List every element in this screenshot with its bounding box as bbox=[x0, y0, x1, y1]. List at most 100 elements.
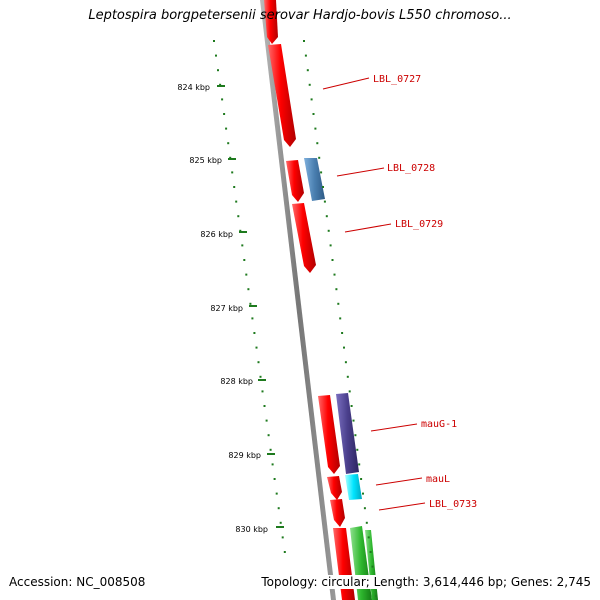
leader-line bbox=[336, 167, 385, 177]
gene-label-lbl-0728[interactable]: LBL_0728 bbox=[387, 163, 435, 174]
minor-tick bbox=[239, 229, 242, 232]
minor-tick bbox=[329, 244, 332, 247]
minor-tick bbox=[249, 302, 252, 305]
kbp-label-824: 824 kbp bbox=[177, 83, 210, 92]
minor-tick bbox=[275, 492, 278, 495]
minor-tick bbox=[327, 229, 330, 232]
minor-tick bbox=[213, 40, 215, 42]
minor-tick bbox=[277, 507, 280, 510]
minor-tick bbox=[279, 521, 282, 524]
minor-tick bbox=[335, 288, 338, 291]
minor-tick bbox=[333, 273, 336, 276]
minor-tick bbox=[283, 551, 286, 553]
minor-tick bbox=[318, 156, 321, 159]
kbp-label-828: 828 kbp bbox=[220, 377, 253, 386]
gene-arrow-lbl-0729 bbox=[292, 203, 316, 273]
minor-tick bbox=[363, 507, 366, 510]
leader-line bbox=[344, 223, 392, 233]
minor-tick bbox=[304, 54, 307, 57]
minor-tick bbox=[231, 171, 234, 174]
leader-line bbox=[322, 77, 370, 90]
minor-tick bbox=[323, 200, 326, 203]
minor-tick bbox=[375, 594, 378, 597]
minor-tick bbox=[371, 565, 374, 568]
minor-tick bbox=[306, 69, 309, 72]
minor-tick bbox=[217, 69, 219, 72]
minor-tick bbox=[354, 434, 357, 437]
minor-tick bbox=[233, 186, 236, 188]
minor-tick bbox=[337, 302, 340, 305]
gene-label-lbl-0733[interactable]: LBL_0733 bbox=[429, 499, 477, 510]
minor-tick bbox=[271, 463, 274, 466]
minor-tick bbox=[263, 405, 266, 407]
minor-tick bbox=[227, 142, 230, 145]
minor-tick bbox=[219, 83, 222, 86]
minor-tick bbox=[344, 361, 347, 364]
gene-labels: LBL_0727 LBL_0728 LBL_0729 mauG-1 mauL L… bbox=[322, 74, 477, 511]
kbp-label-827: 827 kbp bbox=[210, 304, 243, 313]
gene-block-purple bbox=[336, 393, 359, 474]
gene-label-maug-1[interactable]: mauG-1 bbox=[421, 419, 457, 430]
gene-arrow-maug bbox=[318, 395, 340, 474]
minor-tick bbox=[269, 448, 272, 451]
gene-arrow bbox=[264, 0, 278, 44]
minor-tick bbox=[247, 288, 250, 291]
tick-marks bbox=[213, 40, 378, 597]
minor-tick bbox=[245, 273, 248, 276]
minor-tick bbox=[237, 215, 240, 218]
kbp-scale: 824 kbp 825 kbp 826 kbp 827 kbp 828 kbp … bbox=[177, 83, 284, 534]
minor-tick bbox=[346, 375, 349, 378]
minor-tick bbox=[341, 332, 344, 334]
minor-tick bbox=[352, 419, 355, 422]
minor-tick bbox=[215, 54, 217, 57]
summary-text: Topology: circular; Length: 3,614,446 bp… bbox=[261, 575, 591, 589]
minor-tick bbox=[331, 259, 334, 261]
minor-tick bbox=[261, 390, 264, 393]
minor-tick bbox=[223, 113, 226, 115]
minor-tick bbox=[325, 215, 328, 218]
gene-block-cyan bbox=[345, 474, 362, 500]
minor-tick bbox=[367, 536, 370, 539]
minor-tick bbox=[257, 361, 260, 364]
minor-tick bbox=[255, 346, 258, 349]
minor-tick bbox=[314, 127, 317, 130]
minor-tick bbox=[235, 200, 238, 203]
gene-track-forward bbox=[264, 0, 355, 600]
gene-label-maul[interactable]: mauL bbox=[426, 474, 450, 485]
gene-label-lbl-0729[interactable]: LBL_0729 bbox=[395, 219, 443, 230]
map-title: Leptospira borgpetersenii serovar Hardjo… bbox=[88, 8, 512, 23]
minor-tick bbox=[350, 405, 353, 407]
gene-arrow-lbl-0733 bbox=[330, 499, 345, 527]
minor-tick bbox=[241, 244, 244, 247]
minor-tick bbox=[253, 332, 256, 334]
leader-line bbox=[370, 423, 418, 432]
minor-tick bbox=[308, 83, 311, 86]
minor-tick bbox=[251, 317, 254, 320]
minor-tick bbox=[320, 171, 323, 174]
gene-block-blue bbox=[304, 158, 325, 201]
minor-tick bbox=[356, 448, 359, 451]
leader-line bbox=[375, 477, 423, 486]
minor-tick bbox=[225, 127, 228, 130]
minor-tick bbox=[362, 492, 364, 495]
minor-tick bbox=[243, 259, 246, 261]
minor-tick bbox=[343, 346, 345, 349]
minor-tick bbox=[310, 98, 313, 101]
minor-tick bbox=[339, 317, 342, 320]
gene-arrow-lbl-0728 bbox=[286, 160, 304, 202]
kbp-label-825: 825 kbp bbox=[189, 156, 222, 165]
minor-tick bbox=[267, 434, 270, 437]
genome-backbone bbox=[260, 0, 336, 600]
minor-tick bbox=[322, 186, 324, 188]
leader-line bbox=[378, 502, 426, 511]
kbp-label-826: 826 kbp bbox=[200, 230, 233, 239]
accession-text: Accession: NC_008508 bbox=[9, 575, 146, 589]
minor-tick bbox=[360, 478, 363, 480]
minor-tick bbox=[221, 98, 224, 101]
gene-label-lbl-0727[interactable]: LBL_0727 bbox=[373, 74, 421, 85]
minor-tick bbox=[348, 390, 351, 393]
minor-tick bbox=[265, 419, 268, 422]
gene-arrow-lbl-0727 bbox=[268, 44, 296, 147]
minor-tick bbox=[229, 156, 232, 159]
